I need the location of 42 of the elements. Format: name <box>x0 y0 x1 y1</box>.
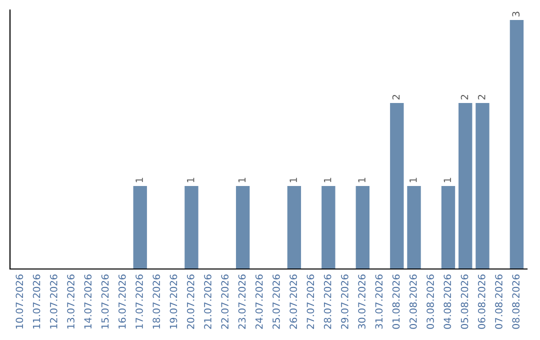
x-tick-label: 18.07.2026 <box>152 274 160 328</box>
x-tick-label: 30.07.2026 <box>358 274 366 329</box>
x-tick-label: 22.07.2026 <box>221 274 229 329</box>
x-tick-label: 29.07.2026 <box>341 274 348 329</box>
x-tick-label: 10.07.2026 <box>16 274 24 328</box>
x-tick-label: 31.07.2026 <box>375 274 383 329</box>
data-label: 2 <box>460 94 468 100</box>
data-label: 1 <box>290 178 297 182</box>
data-label: 1 <box>238 178 246 182</box>
x-tick-label: 11.07.2026 <box>32 274 40 328</box>
x-tick-label: 08.08.2026 <box>512 274 520 329</box>
x-tick-label: 12.07.2026 <box>50 274 58 328</box>
x-tick-label: 20.07.2026 <box>186 274 194 329</box>
x-tick-label: 24.07.2026 <box>255 274 263 329</box>
x-tick-label: 01.08.2026 <box>392 274 400 329</box>
x-tick-label: 15.07.2026 <box>101 274 109 328</box>
x-tick-label: 07.08.2026 <box>495 274 502 329</box>
data-label: 3 <box>512 12 520 16</box>
x-tick-label: 28.07.2026 <box>324 274 332 329</box>
x-tick-label: 23.07.2026 <box>238 274 246 329</box>
x-tick-label: 04.08.2026 <box>444 274 452 329</box>
x-tick-label: 02.08.2026 <box>409 274 417 329</box>
x-tick-label: 17.07.2026 <box>136 274 143 328</box>
x-tick-label: 26.07.2026 <box>290 274 297 329</box>
x-tick-label: 05.08.2026 <box>460 274 468 329</box>
x-tick-label: 25.07.2026 <box>272 274 280 329</box>
x-tick-label: 14.07.2026 <box>84 274 92 328</box>
x-tick-label: 19.07.2026 <box>170 274 178 328</box>
data-label: 1 <box>324 178 332 182</box>
data-label: 1 <box>410 178 417 182</box>
data-label: 1 <box>187 178 194 182</box>
x-tick-label: 27.07.2026 <box>306 274 314 329</box>
x-tick-label: 03.08.2026 <box>426 274 434 329</box>
x-tick-label: 21.07.2026 <box>204 274 212 329</box>
x-tick-label: 13.07.2026 <box>67 274 74 328</box>
x-tick-label: 16.07.2026 <box>118 274 126 328</box>
data-label: 2 <box>478 94 486 100</box>
data-label: 2 <box>392 94 400 100</box>
data-label: 1 <box>358 178 366 182</box>
data-label: 1 <box>136 178 143 182</box>
x-tick-label: 06.08.2026 <box>478 274 486 329</box>
data-label: 1 <box>444 178 451 182</box>
